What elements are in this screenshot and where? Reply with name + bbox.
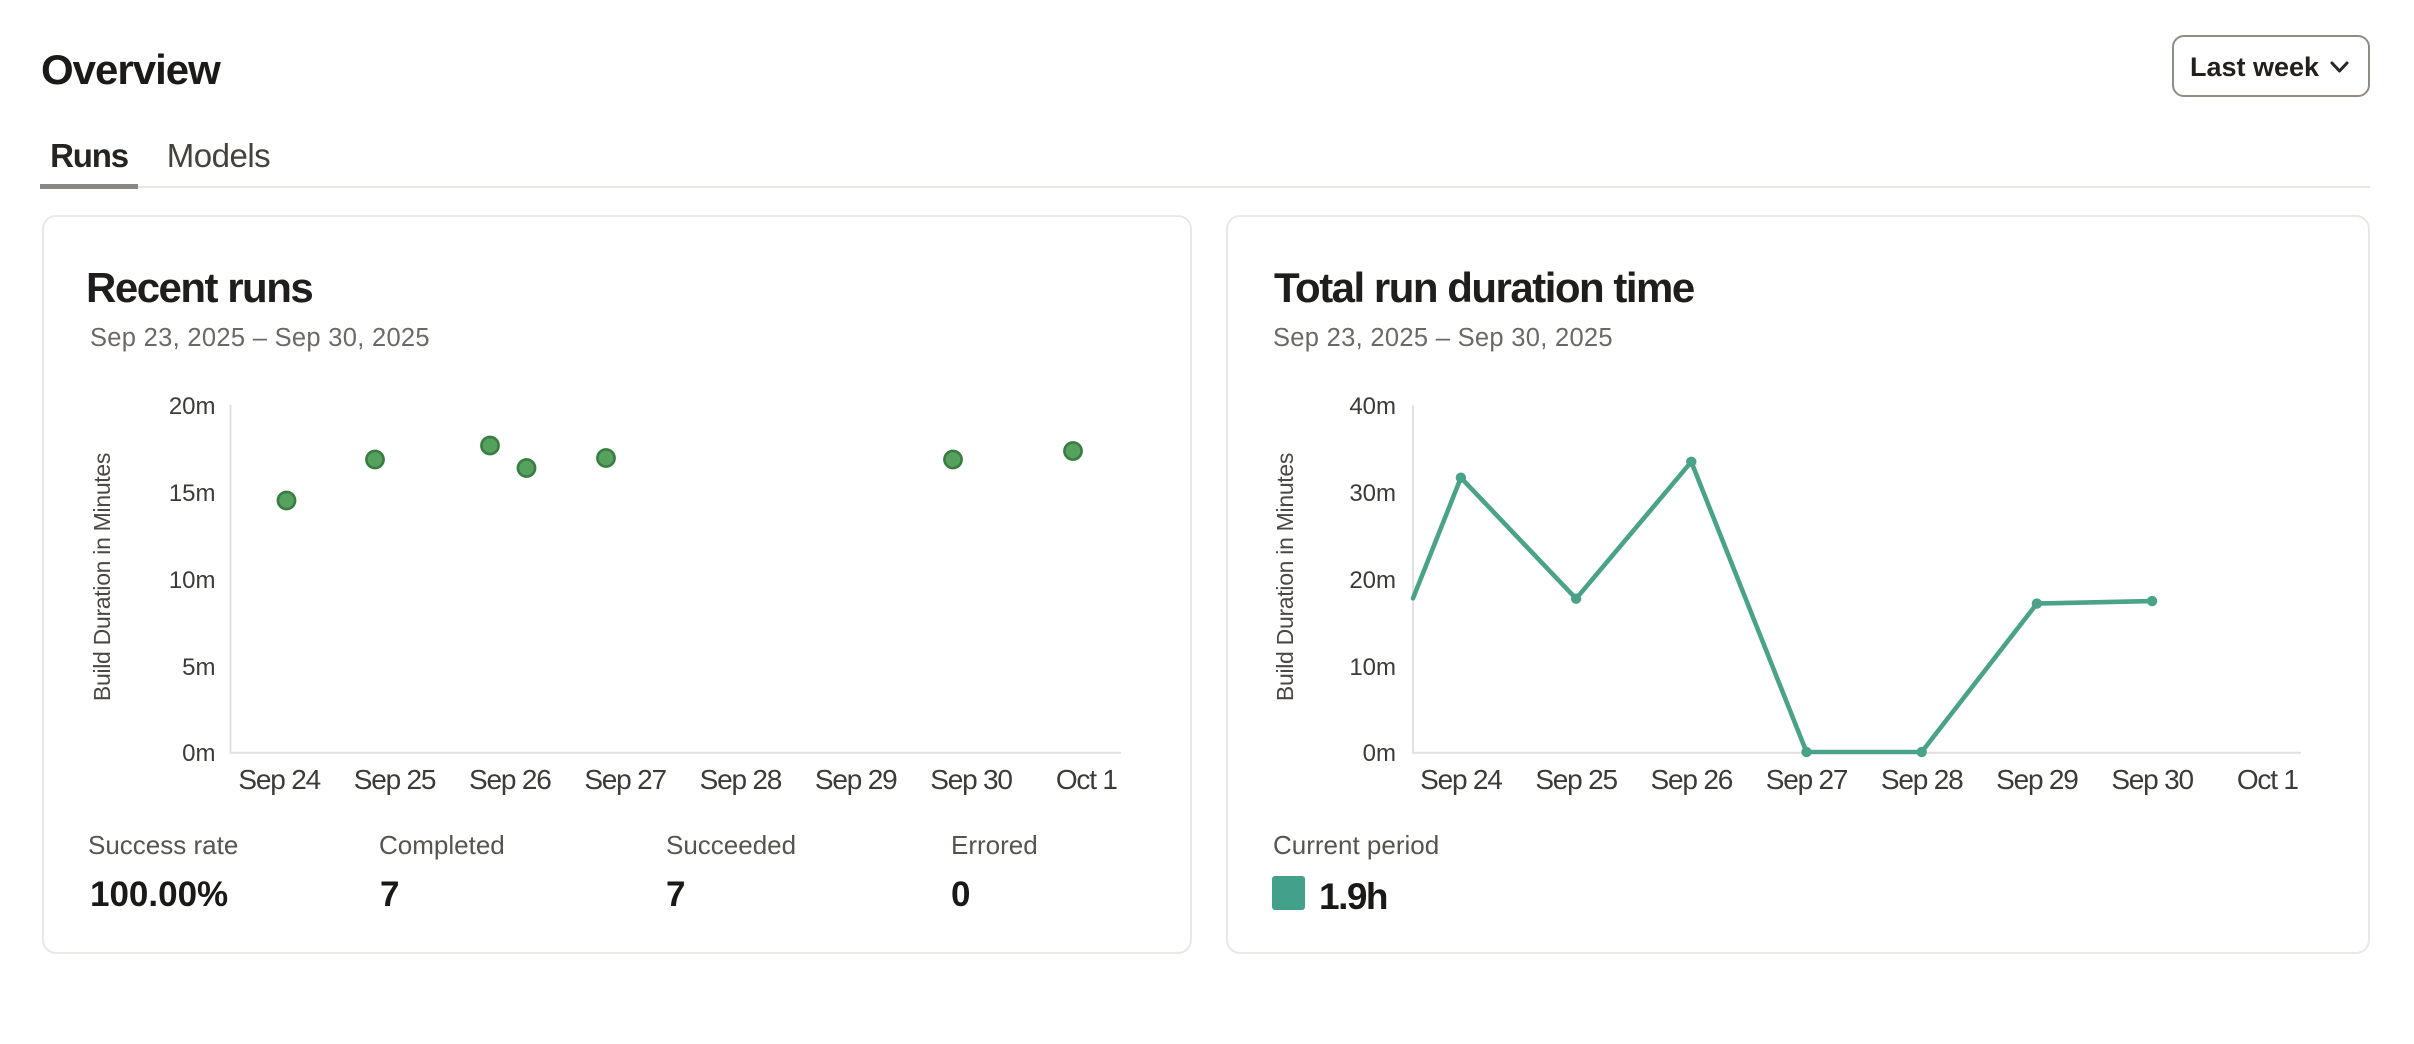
svg-text:Build Duration in Minutes: Build Duration in Minutes: [1272, 453, 1298, 701]
svg-text:Oct 1: Oct 1: [1056, 764, 1118, 795]
svg-text:Sep 30: Sep 30: [930, 764, 1012, 795]
svg-text:Sep 28: Sep 28: [700, 764, 782, 795]
svg-text:Oct 1: Oct 1: [2237, 764, 2299, 795]
svg-text:0m: 0m: [1363, 740, 1396, 767]
svg-text:Sep 27: Sep 27: [1766, 764, 1848, 795]
svg-text:10m: 10m: [169, 567, 216, 594]
svg-text:Sep 25: Sep 25: [1535, 764, 1617, 795]
svg-text:Sep 26: Sep 26: [469, 764, 551, 795]
svg-text:Sep 28: Sep 28: [1881, 764, 1963, 795]
svg-text:Sep 24: Sep 24: [1420, 764, 1502, 795]
svg-text:Sep 26: Sep 26: [1651, 764, 1733, 795]
svg-text:40m: 40m: [1349, 393, 1396, 420]
svg-text:30m: 30m: [1349, 480, 1396, 507]
svg-text:15m: 15m: [169, 480, 216, 507]
svg-text:Sep 29: Sep 29: [815, 764, 897, 795]
svg-text:Sep 25: Sep 25: [354, 764, 436, 795]
svg-text:Sep 27: Sep 27: [584, 764, 666, 795]
svg-text:Build Duration in Minutes: Build Duration in Minutes: [89, 453, 115, 701]
svg-text:20m: 20m: [169, 393, 216, 420]
svg-text:20m: 20m: [1349, 567, 1396, 594]
svg-text:Sep 30: Sep 30: [2111, 764, 2193, 795]
svg-text:10m: 10m: [1349, 654, 1396, 681]
svg-text:Sep 29: Sep 29: [1996, 764, 2078, 795]
svg-text:5m: 5m: [182, 654, 215, 681]
svg-text:0m: 0m: [182, 740, 215, 767]
svg-text:Sep 24: Sep 24: [238, 764, 320, 795]
